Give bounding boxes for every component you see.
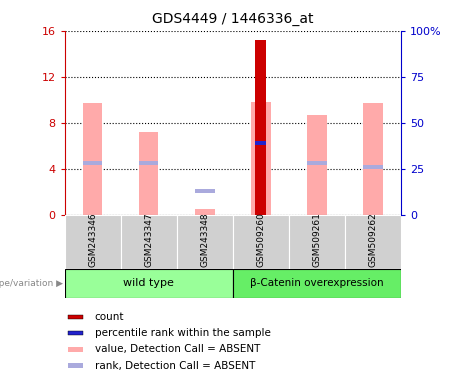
Text: wild type: wild type	[123, 278, 174, 288]
Bar	[307, 115, 327, 215]
Bar	[68, 348, 83, 351]
Bar	[195, 209, 214, 215]
Bar	[68, 364, 83, 367]
Text: β-Catenin overexpression: β-Catenin overexpression	[250, 278, 384, 288]
Bar	[139, 132, 159, 215]
Bar	[363, 165, 383, 169]
Bar	[121, 215, 177, 269]
Bar	[68, 331, 83, 335]
Bar	[83, 103, 102, 215]
Bar	[289, 215, 345, 269]
Bar	[195, 189, 214, 193]
Bar	[83, 161, 102, 165]
Bar	[233, 215, 289, 269]
Text: value, Detection Call = ABSENT: value, Detection Call = ABSENT	[95, 344, 260, 354]
Bar	[345, 215, 401, 269]
Text: rank, Detection Call = ABSENT: rank, Detection Call = ABSENT	[95, 361, 255, 371]
Bar	[255, 141, 266, 145]
Bar	[68, 315, 83, 319]
Bar	[233, 269, 401, 298]
Title: GDS4449 / 1446336_at: GDS4449 / 1446336_at	[152, 12, 313, 25]
Bar	[251, 102, 271, 215]
Bar	[363, 103, 383, 215]
Bar	[307, 161, 327, 165]
Bar	[255, 40, 266, 215]
Bar	[139, 161, 159, 165]
Text: count: count	[95, 312, 124, 322]
Text: GSM243348: GSM243348	[200, 212, 209, 266]
Bar	[177, 215, 233, 269]
Text: GSM243347: GSM243347	[144, 212, 153, 266]
Text: GSM243346: GSM243346	[88, 212, 97, 266]
Bar	[65, 269, 233, 298]
Bar	[65, 215, 121, 269]
Text: GSM509262: GSM509262	[368, 212, 378, 266]
Text: GSM509260: GSM509260	[256, 212, 266, 266]
Text: GSM509261: GSM509261	[313, 212, 321, 266]
Text: genotype/variation ▶: genotype/variation ▶	[0, 279, 63, 288]
Text: percentile rank within the sample: percentile rank within the sample	[95, 328, 271, 338]
